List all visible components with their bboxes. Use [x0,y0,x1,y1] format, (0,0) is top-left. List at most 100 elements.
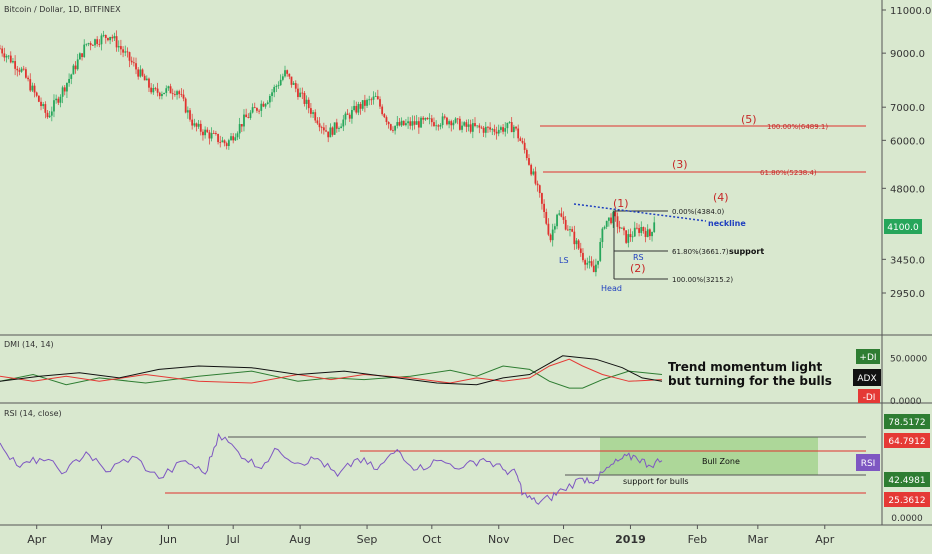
candle [636,223,638,230]
time-tick-label: Nov [488,533,510,546]
candle-body [130,60,133,63]
candle-body [627,234,630,243]
candle-body [212,133,215,134]
time-tick-label: Dec [553,533,574,546]
rsi-tick-bg-25 [884,492,930,507]
candle [389,123,392,132]
price-axis-ticks[interactable]: 11000.0 9000.0 7000.0 6000.0 4800.0 3450.0 295… [882,6,931,300]
candle-body [210,133,213,139]
candle [627,229,630,248]
candle-body [633,227,636,237]
candle [519,136,522,142]
candle [312,109,314,118]
candle [301,87,304,100]
candle [107,37,109,42]
candle-body [249,112,252,118]
candle [322,122,325,135]
candle [502,124,504,135]
candle [599,237,602,263]
candle-body [7,55,10,57]
candle [640,221,643,236]
candle [489,122,492,133]
candle-body [465,122,468,127]
candle [424,117,427,122]
candle [411,115,414,131]
candle [579,242,582,257]
candle-body [566,229,569,231]
candle [545,208,548,226]
candle-body [530,164,533,175]
candle [409,117,412,130]
candle-body [525,149,528,159]
candle-body [366,99,368,106]
candle-body [227,140,230,147]
candle [161,91,163,100]
candle-body [595,264,597,273]
candle-body [57,98,60,103]
candle [381,104,384,116]
candle-body [310,108,312,114]
candle-body [184,98,187,113]
candle [251,103,254,114]
candle-body [72,65,75,75]
candle [210,127,213,142]
time-tick-label: 2019 [615,533,646,546]
candle [612,209,615,228]
candle [363,94,366,113]
candle-body [96,39,99,44]
candle [132,57,135,67]
candle-body [115,36,118,48]
candle [558,210,561,216]
candle [245,108,248,118]
candle [169,83,172,94]
candle [351,106,353,124]
candle-body [12,61,14,63]
candle-body [104,34,107,38]
candle [620,227,623,229]
candle-body [545,211,548,224]
candle-body [515,126,517,129]
time-axis[interactable]: Apr May Jun Jul Aug Sep Oct Nov Dec 2019 Feb Mar Apr [27,525,835,546]
candle [46,110,49,119]
candle-body [180,94,183,96]
candle-body [590,261,593,266]
candle [478,123,481,134]
candle [247,113,250,119]
candle-body [268,95,271,103]
candle-body [607,217,610,221]
candle-body [163,92,165,95]
candle [327,131,330,143]
dmi-series-adx [0,355,663,386]
candle [18,67,21,76]
dmi-annotation-line1: Trend momentum light [668,360,822,374]
candle-body [409,121,412,126]
candle-body [236,133,239,138]
dmi-axis-ticks[interactable]: 50.0000 0.0000 [890,355,927,408]
adx-badge-text: ADX [857,374,876,384]
candle-body [437,125,440,127]
candle-body [556,214,558,227]
candle [487,126,489,133]
candle-body [446,117,448,125]
candle [338,126,340,132]
candle-body [167,86,170,89]
candle-body [346,113,349,115]
candle-body [340,126,343,129]
candle [601,227,604,248]
candle [543,199,545,218]
candle [420,116,422,128]
candle-body [37,95,40,102]
rsi-badge-text: RSI [861,459,876,469]
candle-body [351,110,353,119]
fib-levels: 100.00%(6489.1) 61.80%(5238.4) 0.00%(438… [540,123,866,284]
candle [180,88,183,98]
candle-body [316,120,319,124]
candle [212,130,215,134]
candle [454,117,457,124]
candle [379,96,381,110]
minus-di-badge-text: -DI [863,393,876,403]
dmi-series-plusdi [0,365,663,389]
candle [182,89,185,102]
